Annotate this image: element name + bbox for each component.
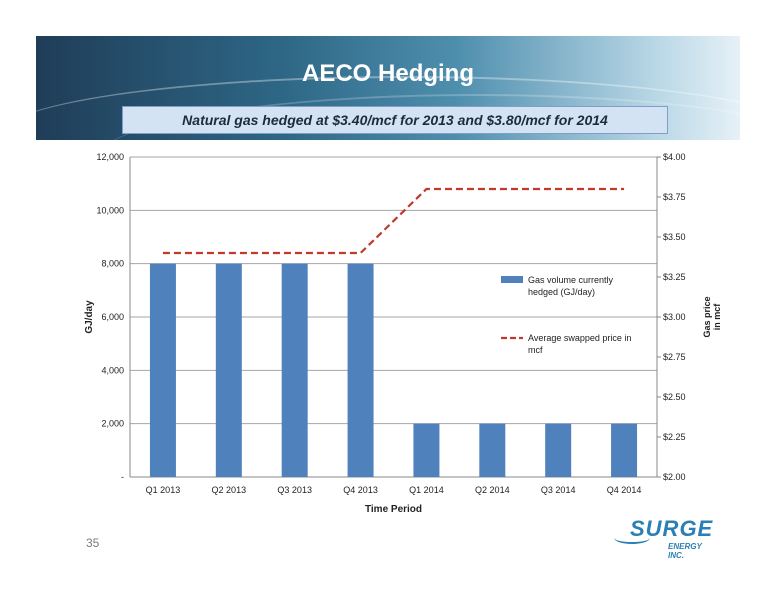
y2-tick-label: $2.75 <box>663 352 686 362</box>
slide-title: AECO Hedging <box>302 60 474 87</box>
y-tick-label: - <box>121 472 124 482</box>
y-tick-label: 4,000 <box>101 365 124 375</box>
y2-tick-label: $3.75 <box>663 192 686 202</box>
y2-axis-title: Gas price in mcf <box>702 296 722 337</box>
legend-label: mcf <box>528 345 543 355</box>
y2-tick-label: $2.00 <box>663 472 686 482</box>
legend-label: hedged (GJ/day) <box>528 287 595 297</box>
y-axis-title: GJ/day <box>84 300 95 334</box>
banner-wave <box>36 76 740 140</box>
x-tick-label: Q1 2013 <box>146 485 181 495</box>
y-tick-label: 2,000 <box>101 419 124 429</box>
y-tick-label: 10,000 <box>96 205 124 215</box>
bar <box>215 263 242 477</box>
x-tick-label: Q3 2014 <box>541 485 576 495</box>
subtitle-box: Natural gas hedged at $3.40/mcf for 2013… <box>122 106 668 134</box>
x-tick-label: Q4 2014 <box>607 485 642 495</box>
legend-label: Gas volume currently <box>528 275 614 285</box>
bar <box>149 263 176 477</box>
y-tick-label: 6,000 <box>101 312 124 322</box>
bar <box>281 263 308 477</box>
bar <box>479 423 506 477</box>
y2-tick-label: $2.50 <box>663 392 686 402</box>
y2-axis-title-line: Gas price <box>702 296 712 337</box>
x-tick-label: Q2 2014 <box>475 485 510 495</box>
bar <box>413 423 440 477</box>
y2-tick-label: $3.50 <box>663 232 686 242</box>
x-axis-title: Time Period <box>365 504 422 515</box>
x-tick-label: Q2 2013 <box>212 485 247 495</box>
bar <box>611 423 638 477</box>
y2-axis-title-line: in mcf <box>712 303 722 331</box>
y2-tick-label: $4.00 <box>663 152 686 162</box>
legend-swatch-bars <box>501 276 523 283</box>
x-tick-label: Q4 2013 <box>343 485 378 495</box>
legend-label: Average swapped price in <box>528 333 631 343</box>
price-line <box>162 187 625 255</box>
y-tick-label: 12,000 <box>96 152 124 162</box>
y2-tick-label: $3.25 <box>663 272 686 282</box>
bar <box>545 423 572 477</box>
logo-subtext: ENERGY INC. <box>668 542 702 560</box>
surge-energy-logo: SURGE ENERGY INC. <box>614 516 714 564</box>
slide-subtitle: Natural gas hedged at $3.40/mcf for 2013… <box>182 112 608 128</box>
x-tick-label: Q3 2013 <box>277 485 312 495</box>
y-tick-label: 8,000 <box>101 259 124 269</box>
x-tick-label: Q1 2014 <box>409 485 444 495</box>
y2-tick-label: $2.25 <box>663 432 686 442</box>
banner-wave <box>96 94 740 140</box>
logo-swoosh <box>614 532 650 544</box>
y2-tick-label: $3.00 <box>663 312 686 322</box>
bar <box>347 263 374 477</box>
logo-wordmark: SURGE <box>630 516 714 541</box>
page-number: 35 <box>86 536 100 550</box>
